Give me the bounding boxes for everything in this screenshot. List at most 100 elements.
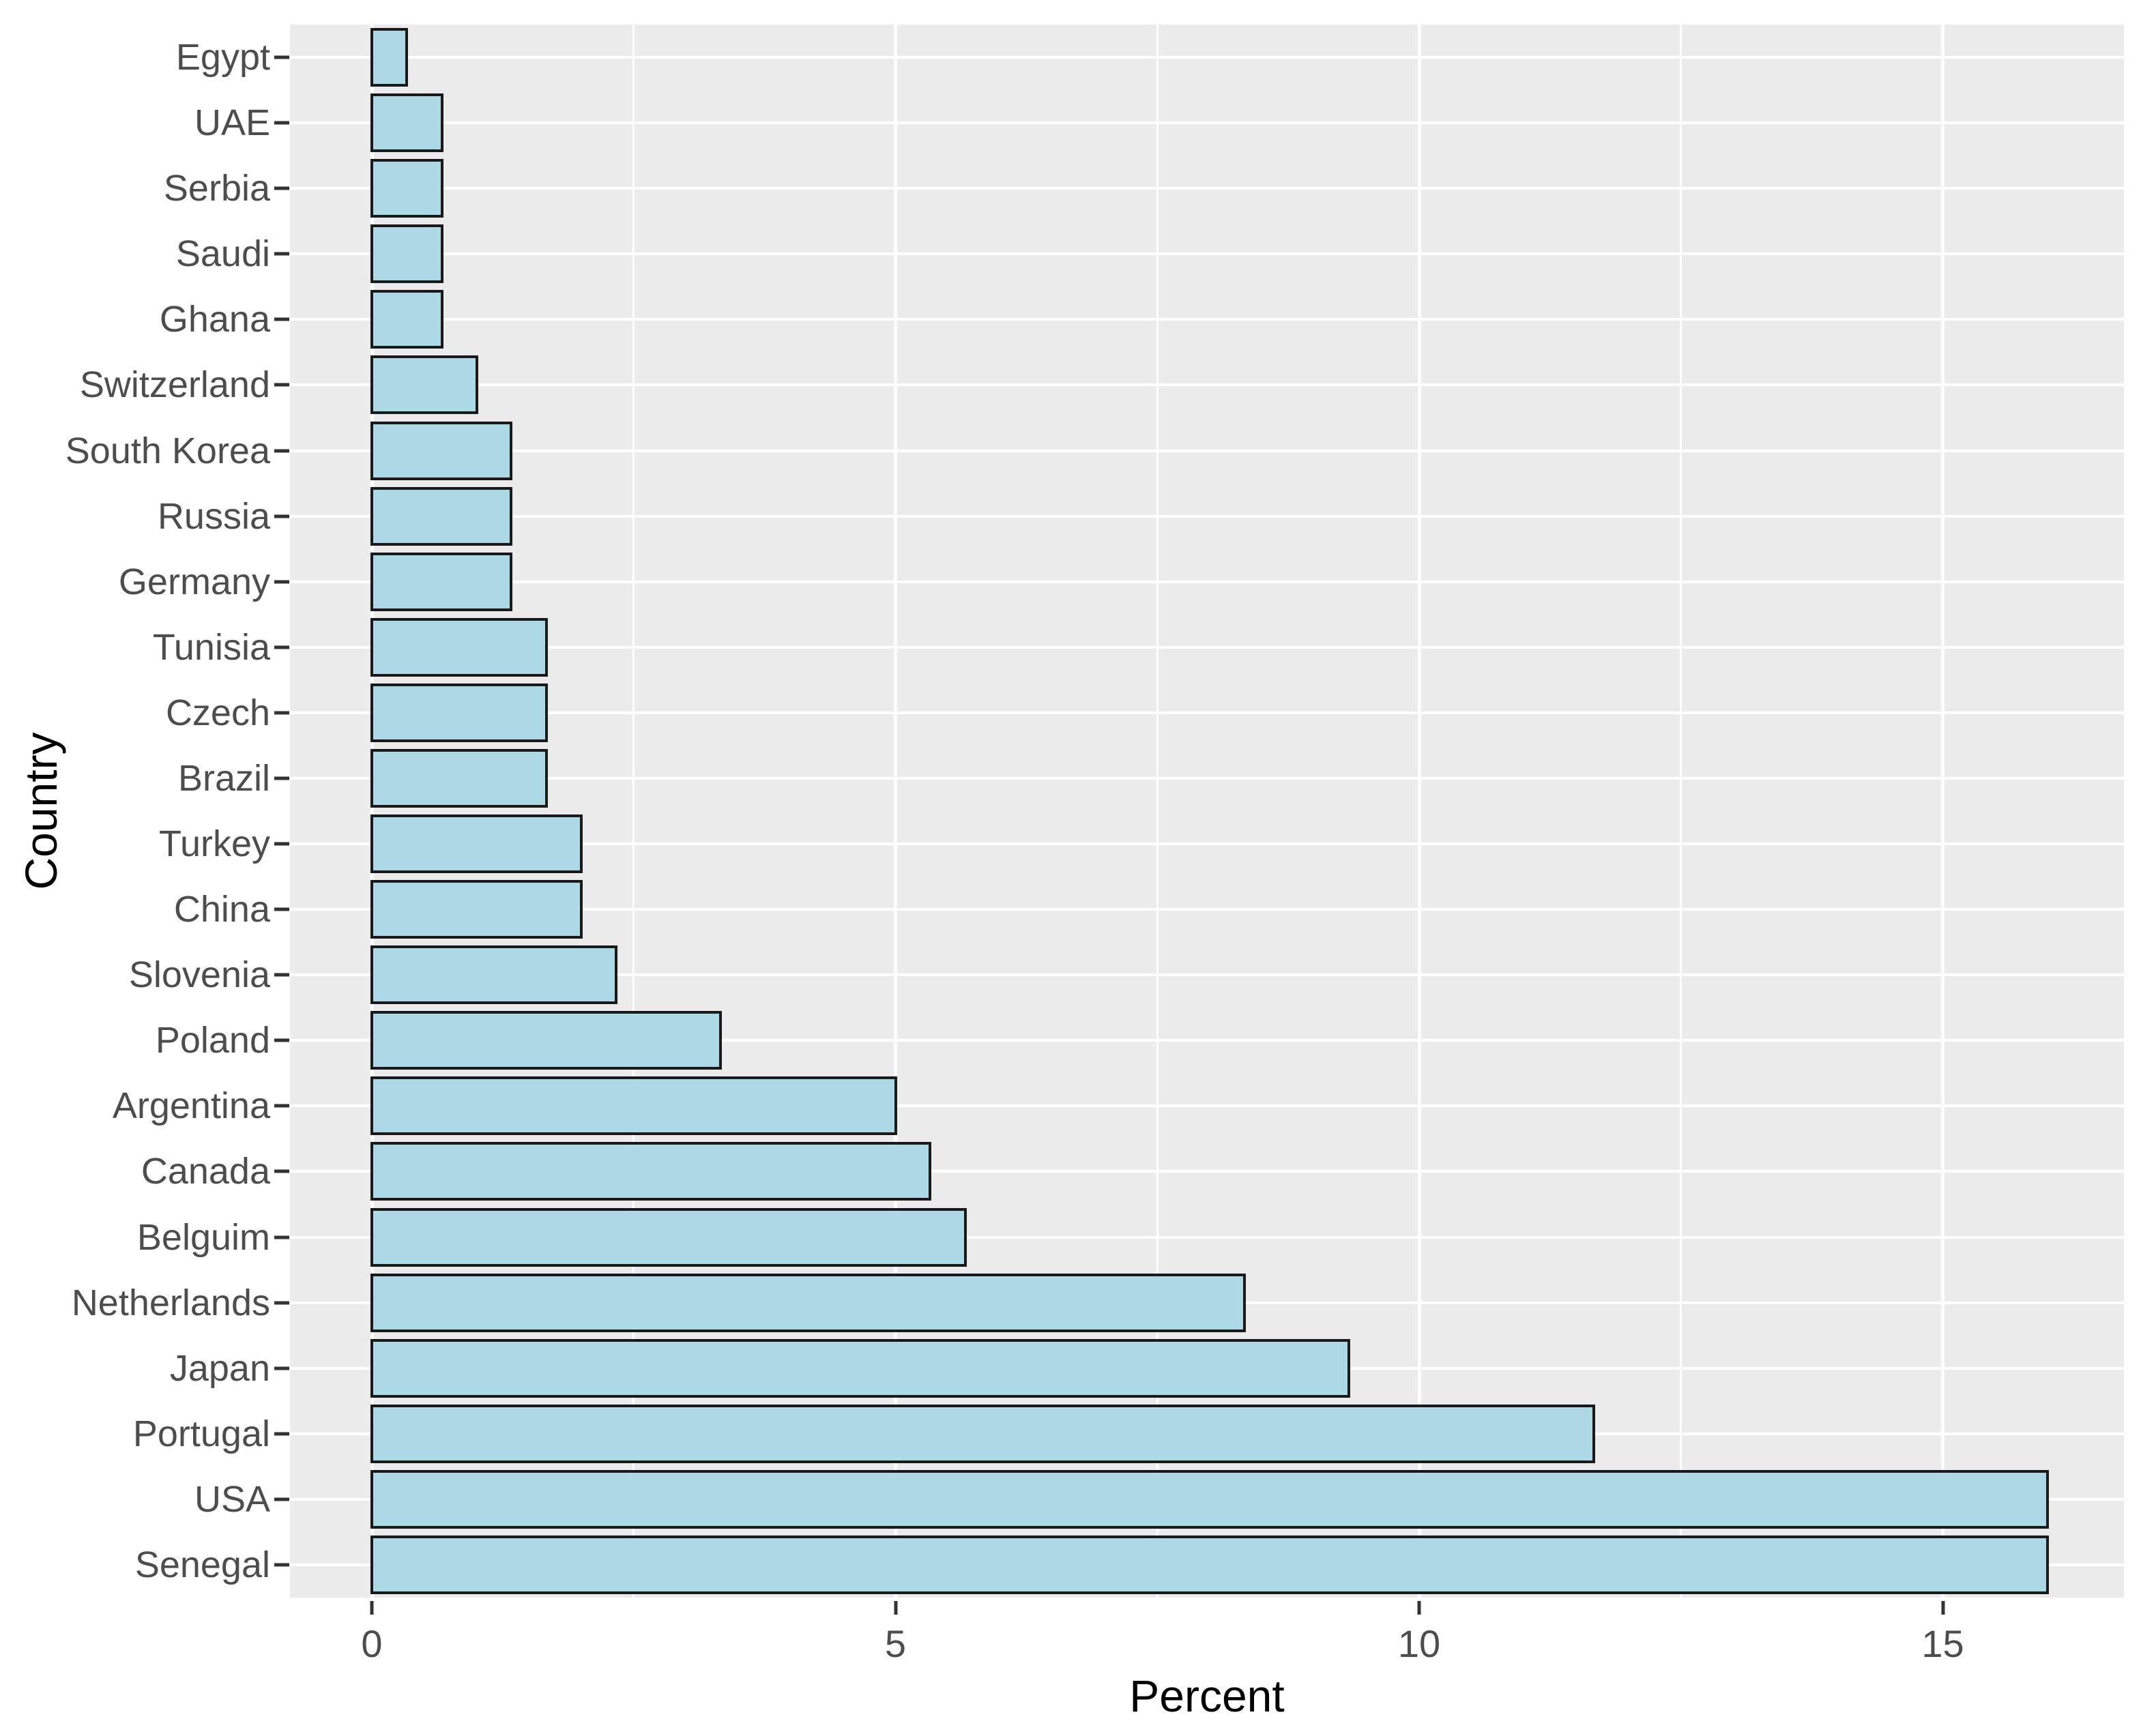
x-axis-tick: [1941, 1601, 1944, 1615]
bar-turkey: [370, 814, 583, 874]
y-axis-tick: [274, 711, 289, 715]
y-axis-tick: [274, 1366, 289, 1370]
bar-china: [370, 880, 583, 939]
bar-saudi: [370, 224, 443, 284]
y-axis-label: Portugal: [132, 1413, 270, 1454]
y-axis-label: Slovenia: [128, 954, 270, 996]
x-axis-tick-label: 0: [361, 1622, 383, 1665]
y-axis-tick: [274, 252, 289, 256]
minor-vertical-gridline: [632, 25, 635, 1598]
y-axis-label: Brazil: [177, 757, 270, 799]
bar-poland: [370, 1011, 723, 1070]
category-gridline: [290, 580, 2124, 583]
category-gridline: [290, 1170, 2124, 1173]
y-axis-title: Country: [16, 732, 66, 890]
bar-tunisia: [370, 617, 549, 677]
y-axis-tick: [274, 1235, 289, 1239]
y-axis-tick: [274, 842, 289, 846]
category-gridline: [290, 842, 2124, 846]
category-gridline: [290, 383, 2124, 387]
bar-canada: [370, 1142, 932, 1201]
bar-czech: [370, 683, 549, 742]
bar-germany: [370, 552, 513, 611]
x-axis-tick-label: 15: [1921, 1622, 1964, 1665]
category-gridline: [290, 1039, 2124, 1042]
x-axis-tick: [894, 1601, 897, 1615]
bar-usa: [370, 1469, 2049, 1529]
bar-uae: [370, 93, 443, 153]
y-axis-label: Canada: [141, 1151, 270, 1192]
x-axis-tick: [1417, 1601, 1421, 1615]
x-axis-tick: [370, 1601, 374, 1615]
bar-slovenia: [370, 945, 617, 1005]
category-gridline: [290, 514, 2124, 518]
y-axis-label: Poland: [155, 1020, 270, 1061]
category-gridline: [290, 449, 2124, 452]
y-axis-label: Senegal: [134, 1544, 270, 1585]
x-axis-title: Percent: [1129, 1671, 1285, 1719]
y-axis-tick: [274, 121, 289, 125]
y-axis-label: Japan: [169, 1347, 270, 1389]
y-axis-label: Argentina: [112, 1085, 270, 1127]
y-axis-tick: [274, 1301, 289, 1305]
bar-japan: [370, 1338, 1351, 1398]
y-axis-label: Belguim: [136, 1216, 270, 1258]
y-axis-tick: [274, 55, 289, 59]
y-axis-label: Germany: [118, 561, 270, 602]
category-gridline: [290, 121, 2124, 125]
y-axis-label: Serbia: [163, 168, 270, 209]
y-axis-label: Czech: [165, 692, 270, 733]
category-gridline: [290, 318, 2124, 321]
y-axis-tick: [274, 973, 289, 977]
minor-vertical-gridline: [1156, 25, 1159, 1598]
y-axis-tick: [274, 1104, 289, 1108]
y-axis-tick: [274, 186, 289, 190]
bar-switzerland: [370, 355, 478, 415]
y-axis-tick: [274, 1497, 289, 1501]
bar-belguim: [370, 1207, 967, 1267]
major-vertical-gridline: [370, 25, 374, 1598]
category-gridline: [290, 1104, 2124, 1108]
y-axis-label: South Korea: [65, 430, 270, 471]
y-axis-tick: [274, 1169, 289, 1173]
bar-netherlands: [370, 1273, 1246, 1332]
bar-argentina: [370, 1076, 897, 1136]
y-axis-label: Russia: [157, 495, 270, 537]
y-axis-label: Netherlands: [71, 1282, 270, 1323]
y-axis-label: UAE: [194, 102, 270, 144]
minor-vertical-gridline: [1680, 25, 1682, 1598]
y-axis-tick: [274, 449, 289, 453]
bar-egypt: [370, 28, 408, 87]
category-gridline: [290, 645, 2124, 649]
major-vertical-gridline: [894, 25, 897, 1598]
bar-portugal: [370, 1404, 1596, 1463]
category-gridline: [290, 56, 2124, 59]
y-axis-tick: [274, 580, 289, 584]
x-axis-tick-label: 5: [884, 1622, 907, 1665]
bar-russia: [370, 486, 513, 546]
bar-ghana: [370, 290, 443, 349]
category-gridline: [290, 252, 2124, 256]
y-axis-tick: [274, 907, 289, 911]
y-axis-label: Saudi: [175, 233, 270, 275]
y-axis-label: Tunisia: [152, 626, 270, 668]
y-axis-label: Ghana: [159, 299, 270, 340]
category-gridline: [290, 776, 2124, 780]
x-axis-tick-label: 10: [1397, 1622, 1441, 1665]
bar-senegal: [370, 1535, 2049, 1594]
bar-brazil: [370, 748, 549, 808]
y-axis-tick: [274, 645, 289, 649]
category-gridline: [290, 908, 2124, 911]
y-axis-label: China: [173, 889, 270, 930]
y-axis-tick: [274, 1563, 289, 1567]
y-axis-label: Switzerland: [79, 364, 270, 406]
major-vertical-gridline: [1941, 25, 1944, 1598]
bar-south-korea: [370, 421, 513, 480]
y-axis-tick: [274, 317, 289, 321]
y-axis-tick: [274, 776, 289, 780]
major-vertical-gridline: [1417, 25, 1421, 1598]
y-axis-label: USA: [194, 1478, 270, 1520]
y-axis-tick: [274, 1432, 289, 1436]
bar-serbia: [370, 159, 443, 218]
